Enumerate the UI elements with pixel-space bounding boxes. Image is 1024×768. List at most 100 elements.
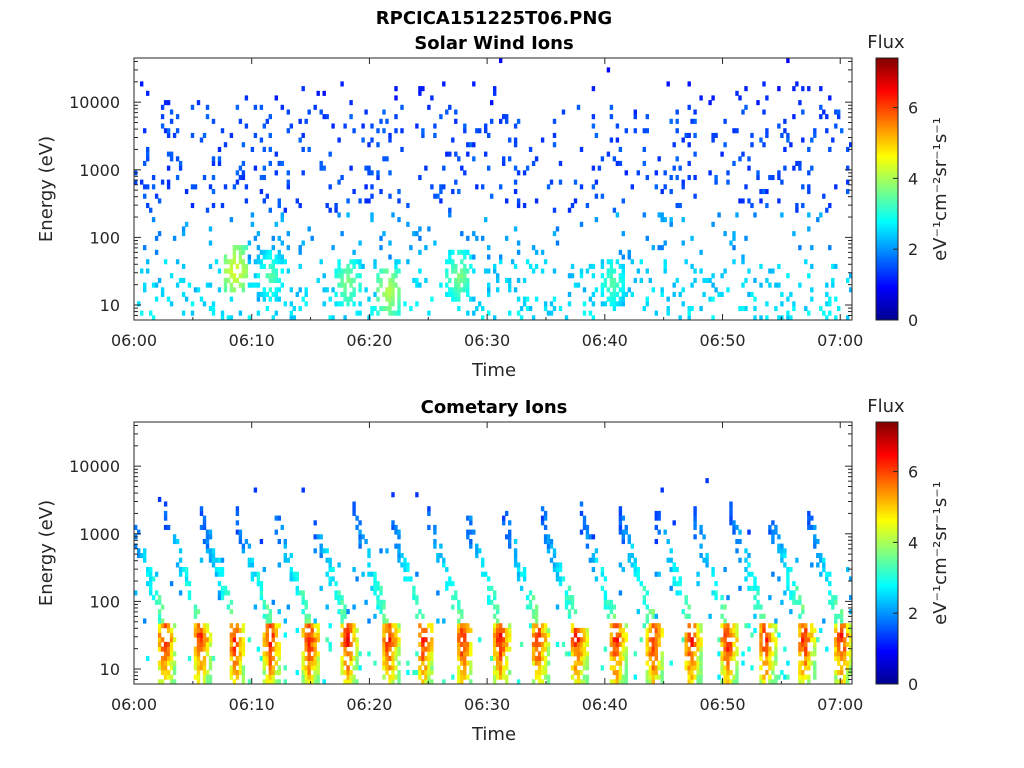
heatmap-cell	[373, 306, 377, 312]
heatmap-cell	[813, 646, 817, 652]
heatmap-cell	[654, 623, 658, 629]
heatmap-cell	[534, 263, 539, 269]
heatmap-cell	[421, 646, 425, 652]
heatmap-cell	[298, 203, 302, 209]
heatmap-cell	[334, 268, 338, 274]
heatmap-cell	[843, 679, 847, 684]
heatmap-cell	[146, 567, 150, 573]
heatmap-cell	[594, 287, 599, 293]
heatmap-cell	[540, 520, 545, 526]
heatmap-cell	[684, 632, 688, 638]
heatmap-cell	[307, 623, 311, 629]
heatmap-cell	[463, 170, 467, 176]
heatmap-cell	[558, 179, 563, 185]
heatmap-cell	[151, 576, 156, 582]
heatmap-cell	[819, 627, 823, 633]
heatmap-cell	[774, 529, 778, 535]
heatmap-cell	[735, 90, 739, 96]
heatmap-cell	[466, 651, 470, 657]
heatmap-cell	[277, 277, 281, 283]
heatmap-cell	[304, 287, 308, 293]
heatmap-cell	[840, 637, 844, 643]
heatmap-cell	[645, 670, 649, 676]
heatmap-cell	[493, 670, 497, 676]
heatmap-cell	[798, 627, 802, 633]
heatmap-cell	[493, 651, 497, 657]
heatmap-cell	[220, 557, 225, 563]
heatmap-cell	[726, 627, 730, 633]
heatmap-cell	[771, 623, 775, 629]
heatmap-cell	[265, 637, 269, 643]
heatmap-cell	[531, 613, 536, 619]
heatmap-cell	[531, 646, 536, 652]
heatmap-cell	[193, 651, 198, 657]
heatmap-cell	[804, 660, 808, 666]
heatmap-cell	[493, 679, 497, 684]
heatmap-cell	[747, 268, 751, 274]
heatmap-cell	[732, 245, 736, 251]
heatmap-cell	[367, 296, 371, 302]
heatmap-cell	[466, 235, 470, 241]
heatmap-cell	[618, 590, 623, 596]
heatmap-cell	[295, 571, 299, 577]
heatmap-cell	[346, 609, 350, 615]
heatmap-cell	[463, 282, 467, 288]
heatmap-cell	[146, 571, 150, 577]
heatmap-cell	[391, 651, 395, 657]
heatmap-cell	[693, 524, 697, 530]
heatmap-cell	[597, 165, 602, 171]
heatmap-cell	[274, 310, 278, 316]
heatmap-cell	[579, 510, 584, 516]
heatmap-cell	[765, 660, 769, 666]
heatmap-cell	[163, 515, 168, 521]
heatmap-cell	[388, 637, 392, 643]
heatmap-cell	[460, 674, 464, 680]
heatmap-cell	[427, 655, 431, 661]
heatmap-cell	[762, 627, 766, 633]
heatmap-cell	[316, 674, 320, 680]
heatmap-cell	[807, 212, 811, 218]
heatmap-cell	[205, 651, 210, 657]
heatmap-cell	[711, 273, 715, 279]
heatmap-cell	[427, 660, 431, 666]
heatmap-cell	[385, 623, 389, 629]
heatmap-cell	[163, 100, 168, 106]
heatmap-cell	[759, 641, 763, 647]
heatmap-cell	[741, 109, 745, 115]
heatmap-cell	[693, 515, 697, 521]
heatmap-cell	[149, 571, 153, 577]
heatmap-cell	[663, 268, 667, 274]
heatmap-cell	[343, 613, 347, 619]
heatmap-cell	[157, 496, 162, 502]
heatmap-cell	[421, 660, 425, 666]
heatmap-cell	[463, 674, 467, 680]
heatmap-cell	[522, 203, 527, 209]
heatmap-cell	[684, 651, 688, 657]
heatmap-cell	[549, 301, 554, 307]
heatmap-cell	[663, 263, 667, 269]
heatmap-cell	[157, 665, 162, 671]
heatmap-cell	[567, 301, 572, 307]
heatmap-cell	[540, 655, 545, 661]
heatmap-cell	[244, 123, 249, 129]
panel-title: Cometary Ions	[421, 397, 568, 418]
heatmap-cell	[397, 217, 401, 223]
heatmap-cell	[298, 118, 302, 124]
heatmap-cell	[684, 132, 688, 138]
heatmap-cell	[555, 226, 560, 232]
heatmap-cell	[238, 249, 243, 255]
x-tick-label: 06:50	[699, 331, 745, 350]
heatmap-cell	[654, 539, 658, 545]
heatmap-cell	[265, 632, 269, 638]
heatmap-cell	[454, 263, 458, 269]
heatmap-cell	[846, 627, 850, 633]
heatmap-cell	[591, 557, 596, 563]
heatmap-cell	[615, 259, 620, 265]
heatmap-cell	[418, 249, 422, 255]
heatmap-cell	[160, 679, 165, 684]
heatmap-cell	[154, 571, 159, 577]
heatmap-cell	[801, 137, 805, 143]
heatmap-cell	[825, 207, 829, 213]
heatmap-cell	[277, 562, 281, 568]
heatmap-cell	[741, 259, 745, 265]
